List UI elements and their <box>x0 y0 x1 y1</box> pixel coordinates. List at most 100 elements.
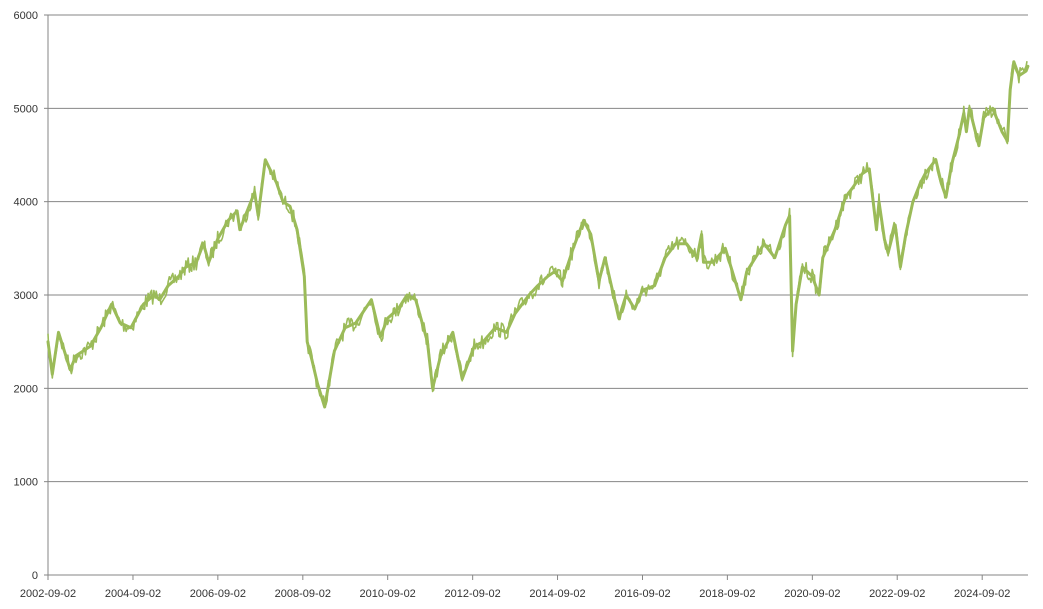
y-axis: 0 1000 2000 3000 4000 5000 6000 <box>14 10 48 582</box>
data-point <box>801 265 804 269</box>
data-point <box>700 233 703 236</box>
data-point <box>894 223 897 227</box>
data-point <box>1006 139 1009 143</box>
data-point <box>962 111 965 115</box>
data-point <box>333 349 336 353</box>
data-point <box>731 270 734 273</box>
data-point <box>379 335 382 339</box>
x-tick-label: 2012-09-02 <box>445 588 501 600</box>
data-point <box>546 275 549 278</box>
data-point <box>99 326 103 329</box>
data-point <box>195 261 198 264</box>
data-point <box>934 158 937 161</box>
data-point <box>977 144 981 147</box>
data-point <box>957 135 961 138</box>
data-point <box>904 233 907 236</box>
data-point <box>877 200 881 203</box>
data-point <box>582 219 585 222</box>
data-point <box>89 345 92 348</box>
y-tick-label: 6000 <box>14 10 38 22</box>
data-point <box>868 167 871 171</box>
data-point <box>51 373 54 376</box>
x-tick-label: 2020-09-02 <box>784 588 840 600</box>
data-point <box>886 251 890 255</box>
data-point <box>527 293 531 297</box>
data-point <box>940 181 943 185</box>
data-point <box>685 242 688 245</box>
x-tick-label: 2006-09-02 <box>190 588 246 600</box>
x-tick-label: 2014-09-02 <box>529 588 585 600</box>
data-point <box>481 340 485 343</box>
data-point <box>641 289 644 292</box>
data-point <box>227 219 230 222</box>
data-point <box>1000 130 1004 133</box>
data-point <box>1017 74 1021 77</box>
y-tick-label: 1000 <box>14 477 38 489</box>
data-point <box>166 284 170 287</box>
data-point <box>991 107 994 110</box>
data-point <box>919 181 922 185</box>
x-axis: 2002-09-02 2004-09-02 2006-09-02 2008-09-02… <box>20 575 1010 600</box>
data-point <box>343 326 347 329</box>
data-point <box>603 256 607 259</box>
data-point <box>494 326 497 329</box>
x-tick-label: 2004-09-02 <box>105 588 161 600</box>
data-point <box>152 293 156 297</box>
data-point <box>158 298 161 301</box>
series-line-detail <box>47 61 1028 406</box>
data-point <box>46 340 50 343</box>
data-point <box>924 172 927 175</box>
data-point <box>944 195 948 199</box>
data-point <box>505 331 508 334</box>
data-point <box>473 345 476 348</box>
data-point <box>861 172 864 175</box>
data-point <box>1012 60 1015 63</box>
data-point <box>310 359 314 362</box>
data-point <box>851 186 854 189</box>
data-point <box>762 242 766 245</box>
data-point <box>184 265 188 269</box>
data-point <box>461 377 464 381</box>
data-point <box>253 191 256 194</box>
data-point <box>275 181 278 185</box>
data-point <box>110 303 113 306</box>
x-tick-label: 2024-09-02 <box>954 588 1010 600</box>
data-point <box>597 279 601 283</box>
data-point <box>794 303 798 306</box>
data-point <box>875 228 878 231</box>
data-point <box>264 158 267 161</box>
data-point <box>370 298 373 301</box>
data-point <box>235 209 239 213</box>
data-point <box>129 326 133 329</box>
data-point <box>625 293 628 297</box>
data-point <box>431 387 434 390</box>
data-point <box>561 279 564 283</box>
data-point <box>303 275 306 278</box>
data-point <box>899 265 902 269</box>
data-point <box>1024 69 1028 73</box>
data-point <box>821 256 824 259</box>
data-point <box>306 340 309 343</box>
data-point <box>207 261 210 264</box>
data-point <box>589 233 592 236</box>
data-point <box>911 200 915 203</box>
data-point <box>513 312 517 315</box>
data-point <box>57 331 60 334</box>
data-point <box>323 405 326 409</box>
data-point <box>811 275 814 278</box>
data-point <box>386 317 389 320</box>
data-point <box>439 354 442 357</box>
data-point <box>754 256 757 259</box>
data-point <box>119 321 122 325</box>
data-point <box>711 261 715 264</box>
data-point <box>739 298 743 301</box>
y-tick-label: 2000 <box>14 383 38 395</box>
data-point <box>238 228 241 231</box>
data-point <box>773 256 776 259</box>
data-point <box>74 354 78 357</box>
y-tick-label: 0 <box>32 570 38 582</box>
data-point <box>817 293 821 297</box>
data-point <box>1009 88 1012 91</box>
data-point <box>833 228 837 231</box>
